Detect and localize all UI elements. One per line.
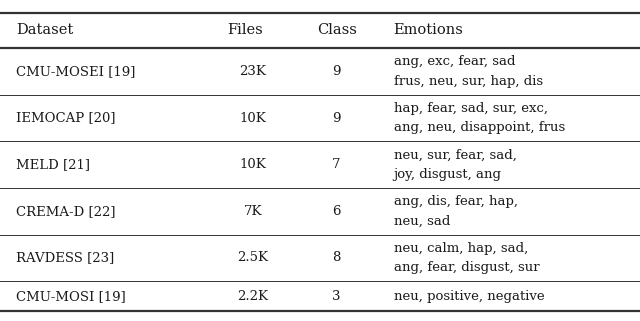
Text: 7: 7: [332, 158, 340, 171]
Text: CREMA-D [22]: CREMA-D [22]: [16, 205, 115, 218]
Text: hap, fear, sad, sur, exc,: hap, fear, sad, sur, exc,: [394, 102, 548, 115]
Text: neu, calm, hap, sad,: neu, calm, hap, sad,: [394, 242, 528, 255]
Text: 9: 9: [332, 65, 340, 78]
Text: Class: Class: [317, 23, 356, 38]
Text: ang, fear, disgust, sur: ang, fear, disgust, sur: [394, 261, 540, 274]
Text: 7K: 7K: [244, 205, 262, 218]
Text: MELD [21]: MELD [21]: [16, 158, 90, 171]
Text: CMU-MOSEI [19]: CMU-MOSEI [19]: [16, 65, 136, 78]
Text: 8: 8: [332, 251, 340, 264]
Text: 3: 3: [332, 290, 340, 303]
Text: RAVDESS [23]: RAVDESS [23]: [16, 251, 115, 264]
Text: ang, neu, disappoint, frus: ang, neu, disappoint, frus: [394, 121, 565, 134]
Text: 6: 6: [332, 205, 340, 218]
Text: Dataset: Dataset: [16, 23, 73, 38]
Text: 2.5K: 2.5K: [237, 251, 268, 264]
Text: CMU-MOSI [19]: CMU-MOSI [19]: [16, 290, 125, 303]
Text: 10K: 10K: [239, 158, 266, 171]
Text: 2.2K: 2.2K: [237, 290, 268, 303]
Text: Emotions: Emotions: [394, 23, 463, 38]
Text: neu, sur, fear, sad,: neu, sur, fear, sad,: [394, 149, 516, 161]
Text: frus, neu, sur, hap, dis: frus, neu, sur, hap, dis: [394, 74, 543, 88]
Text: Files: Files: [227, 23, 263, 38]
Text: 10K: 10K: [239, 111, 266, 125]
Text: ang, exc, fear, sad: ang, exc, fear, sad: [394, 55, 515, 68]
Text: 9: 9: [332, 111, 340, 125]
Text: neu, positive, negative: neu, positive, negative: [394, 290, 544, 303]
Text: joy, disgust, ang: joy, disgust, ang: [394, 168, 502, 181]
Text: neu, sad: neu, sad: [394, 214, 450, 227]
Text: 23K: 23K: [239, 65, 266, 78]
Text: ang, dis, fear, hap,: ang, dis, fear, hap,: [394, 195, 518, 208]
Text: IEMOCAP [20]: IEMOCAP [20]: [16, 111, 115, 125]
